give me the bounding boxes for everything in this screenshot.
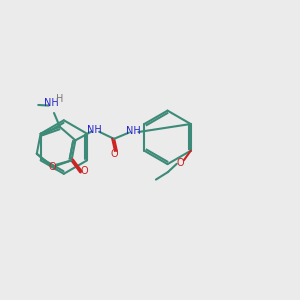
Text: H: H bbox=[56, 94, 64, 104]
Text: O: O bbox=[176, 158, 184, 168]
Text: NH: NH bbox=[44, 98, 58, 108]
Text: NH: NH bbox=[126, 126, 141, 136]
Text: O: O bbox=[110, 149, 118, 159]
Text: O: O bbox=[48, 162, 56, 172]
Text: O: O bbox=[80, 166, 88, 176]
Text: NH: NH bbox=[87, 125, 102, 135]
